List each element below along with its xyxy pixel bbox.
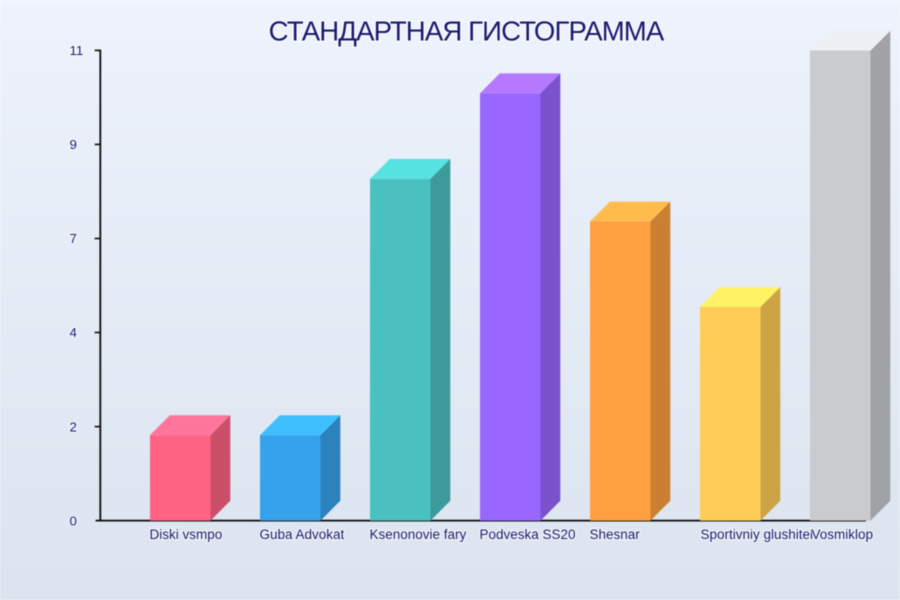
svg-text:Podveska SS20: Podveska SS20	[480, 527, 576, 542]
svg-text:11: 11	[70, 43, 84, 58]
svg-text:0: 0	[70, 513, 77, 528]
svg-text:Diski vsmpo: Diski vsmpo	[150, 527, 223, 542]
svg-text:Vosmiklop: Vosmiklop	[812, 527, 874, 542]
svg-text:Ksenonovie fary: Ksenonovie fary	[370, 527, 467, 542]
svg-text:Sportivniy glushitel: Sportivniy glushitel	[701, 527, 814, 542]
svg-text:4: 4	[70, 325, 77, 340]
svg-text:7: 7	[70, 231, 77, 246]
svg-text:Shesnar: Shesnar	[590, 527, 641, 542]
svg-text:Guba Advokat: Guba Advokat	[260, 527, 345, 542]
svg-text:2: 2	[70, 419, 77, 434]
svg-text:СТАНДАРТНАЯ ГИСТОГРАММА: СТАНДАРТНАЯ ГИСТОГРАММА	[269, 16, 665, 47]
svg-text:9: 9	[70, 137, 77, 152]
